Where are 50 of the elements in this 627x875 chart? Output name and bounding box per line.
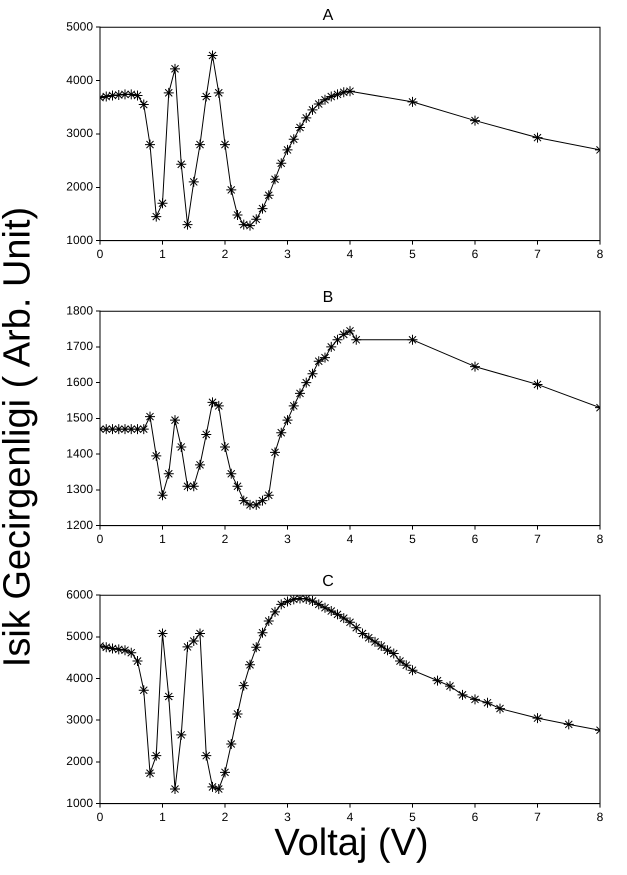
y-tick-label: 1000	[66, 232, 94, 247]
x-tick-label: 4	[346, 810, 354, 824]
x-tick-label: 0	[96, 532, 104, 546]
y-tick-label: 6000	[66, 588, 94, 602]
x-tick-label: 7	[534, 247, 542, 262]
chart-title: A	[322, 7, 334, 24]
x-tick-label: 2	[222, 810, 229, 824]
x-tick-label: 0	[96, 247, 104, 262]
x-tick-label: 5	[409, 810, 416, 824]
y-tick-label: 4000	[66, 670, 94, 685]
x-tick-label: 7	[534, 810, 542, 824]
y-tick-label: 2000	[66, 754, 94, 768]
y-tick-label: 3000	[66, 126, 94, 140]
x-tick-label: 8	[596, 247, 604, 262]
y-tick-label: 1500	[66, 410, 94, 425]
x-tick-label: 8	[596, 810, 604, 824]
y-tick-label: 1300	[66, 482, 94, 496]
x-tick-label: 3	[284, 810, 292, 824]
x-tick-label: 8	[596, 532, 604, 546]
x-axis-title: Voltaj (V)	[274, 822, 429, 864]
x-tick-label: 1	[159, 810, 166, 824]
y-tick-label: 1700	[66, 339, 94, 354]
x-tick-label: 5	[409, 247, 416, 262]
y-tick-label: 5000	[66, 629, 94, 644]
x-tick-label: 2	[222, 247, 229, 262]
y-tick-label: 4000	[66, 72, 94, 87]
chart-title: B	[322, 289, 334, 306]
x-tick-label: 3	[284, 532, 292, 546]
x-tick-label: 0	[96, 810, 104, 824]
y-tick-label: 1600	[66, 374, 94, 389]
x-tick-label: 4	[346, 247, 354, 262]
x-tick-label: 3	[284, 247, 292, 262]
x-tick-label: 6	[472, 532, 479, 546]
x-tick-label: 6	[472, 810, 479, 824]
y-tick-label: 2000	[66, 180, 94, 194]
x-tick-label: 6	[472, 247, 479, 262]
y-tick-label: 1800	[66, 304, 94, 318]
y-tick-label: 1200	[66, 518, 94, 532]
x-tick-label: 1	[159, 247, 166, 262]
x-tick-label: 7	[534, 532, 542, 546]
y-axis-title: Isik Gecirgenligi ( Arb. Unit)	[0, 206, 40, 668]
y-tick-label: 5000	[66, 20, 94, 34]
x-tick-label: 1	[159, 532, 166, 546]
y-tick-label: 1000	[66, 796, 94, 810]
x-tick-label: 5	[409, 532, 416, 546]
y-tick-label: 1400	[66, 446, 94, 460]
x-tick-label: 4	[346, 532, 354, 546]
x-tick-label: 2	[222, 532, 229, 546]
chart-title: C	[322, 573, 334, 590]
y-tick-label: 3000	[66, 712, 94, 727]
